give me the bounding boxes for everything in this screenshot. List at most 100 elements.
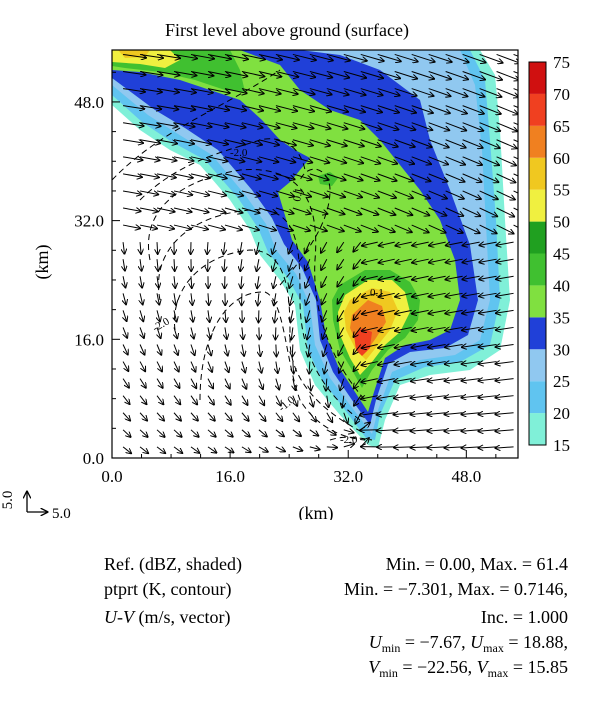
wind-vector [362,241,378,246]
wind-vector [378,326,395,331]
wind-vector [478,396,497,398]
wind-vector [258,293,259,305]
uv-v-symbol: V [123,607,134,627]
colorbar-swatch [529,349,546,382]
wind-vector [190,378,196,388]
v-max-value: = 15.85 [508,657,568,677]
vector-reference: 5.0 5.0 [0,491,71,520]
wind-vector [326,139,347,146]
chart-title: First level above ground (surface) [165,20,409,41]
wind-vector [496,345,514,347]
x-tick-label: 16.0 [215,467,245,486]
wind-vector [208,327,210,338]
wind-vector [258,446,268,452]
wind-vector [122,208,141,211]
wind-vector [354,378,362,389]
vector-ref-x-label: 5.0 [52,506,71,520]
wind-vector [224,429,233,437]
wind-vector [122,157,142,160]
wind-vector [241,71,264,77]
wind-vector [338,327,345,338]
wind-vector [190,105,212,110]
colorbar-swatch [529,189,546,222]
wind-vector [496,327,514,330]
wind-vector [513,173,518,177]
wind-vector [139,71,162,76]
wind-vector [174,259,175,271]
wind-vector [156,173,176,178]
wind-vector [428,139,449,148]
wind-vector [362,275,378,280]
wind-vector [139,122,161,127]
wind-vector [207,429,216,437]
wind-vector [337,241,345,252]
wind-vector [258,53,282,59]
wind-vector [122,225,140,228]
wind-vector [309,361,310,374]
wind-vector [224,207,243,213]
wind-vector [461,396,480,398]
wind-vector [310,378,311,391]
v-min-sub: min [379,666,398,680]
wind-vector [157,310,160,321]
wind-vector [361,396,378,399]
uv-dash: - [117,607,123,627]
wind-vector [272,241,276,254]
wind-vector [344,412,348,424]
wind-vector [225,361,229,373]
wind-vector [241,224,259,230]
wind-vectors [122,53,518,453]
wind-vector [274,293,276,305]
wind-vector [394,105,416,113]
wind-vector [292,412,299,422]
wind-vector [462,173,482,182]
wind-vector [495,413,514,415]
wind-vector [462,190,481,199]
wind-vector [224,224,242,230]
wind-vector [496,105,518,115]
wind-vector [156,412,164,421]
wind-vector [310,395,313,407]
wind-vector [462,207,481,216]
colorbar-label: 50 [553,213,570,232]
wind-vector [139,173,159,178]
wind-vector [157,276,159,287]
wind-vector [411,345,429,348]
wind-vector [309,122,331,129]
u-min-sub: min [381,641,401,655]
y-tick-label: 0.0 [83,449,104,468]
wind-vector [394,396,412,399]
wind-vector [445,379,463,381]
wind-vector [224,446,234,453]
wind-vector [257,276,259,288]
wind-vector [224,122,246,128]
ptprt-caption: ptprt (K, contour) [104,579,232,599]
wind-vector [275,71,298,77]
wind-vector [293,361,294,374]
wind-vector [513,190,518,194]
wind-vector [360,190,379,198]
wind-vector [394,413,412,415]
wind-vector [241,53,265,59]
wind-vector [275,412,283,421]
wind-vector [377,430,395,431]
wind-vector [394,71,417,79]
wind-vector [378,292,395,297]
wind-vector [173,378,179,388]
wind-vector [411,71,434,79]
wind-vector [446,242,463,245]
wind-vector [462,53,486,62]
contour-line [279,168,331,286]
wind-vector [191,310,193,321]
wind-vector [292,139,313,146]
wind-vector [428,156,448,165]
wind-vector [478,447,497,448]
wind-vector [394,88,417,96]
wind-vector [140,310,143,321]
wind-vector [428,224,446,233]
colorbar-label: 15 [553,436,570,455]
colorbar-label: 60 [553,149,570,168]
wind-vector [378,379,395,382]
wind-vector [377,207,396,215]
wind-vector [258,105,280,111]
